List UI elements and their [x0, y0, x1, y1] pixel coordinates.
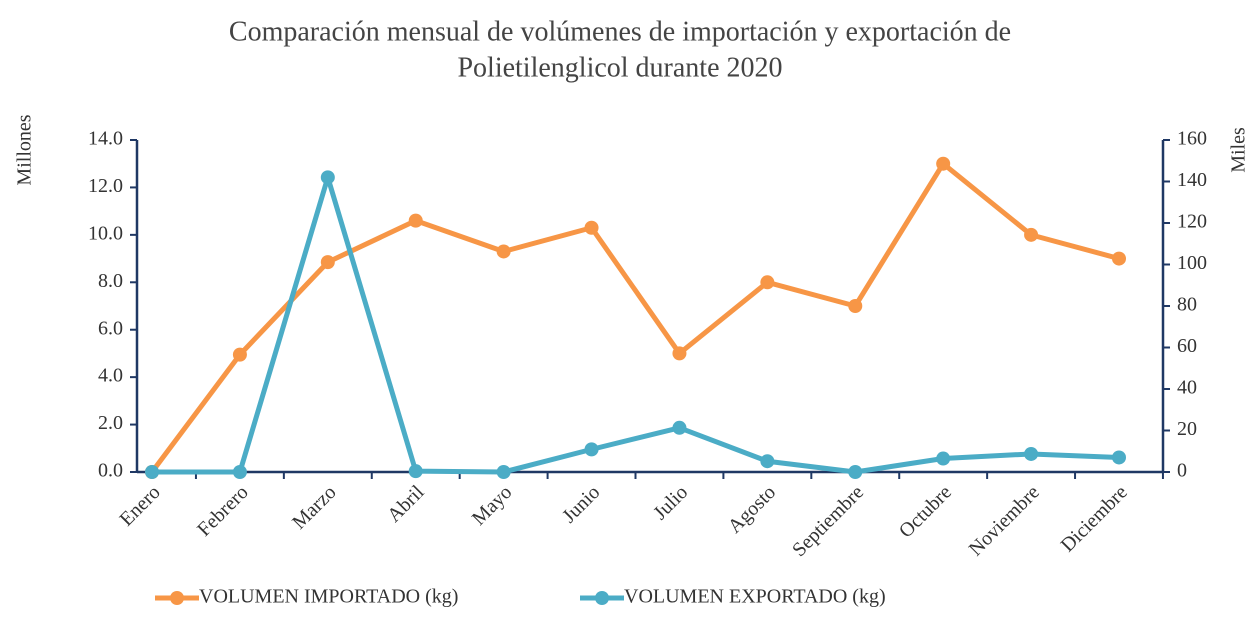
data-point	[584, 442, 599, 457]
series-line	[149, 161, 1120, 474]
y2-tick-label: 40	[1177, 377, 1197, 399]
y2-axis-label: Miles	[1228, 127, 1250, 173]
data-point	[936, 156, 951, 171]
y2-tick-label: 0	[1177, 460, 1187, 482]
y-axis-label: Millones	[14, 114, 36, 185]
x-tick-label: Noviembre	[965, 481, 1044, 560]
legend-marker	[595, 591, 609, 605]
x-tick-label: Marzo	[288, 481, 340, 533]
data-point	[848, 465, 863, 479]
x-tick-label: Febrero	[193, 481, 253, 541]
x-tick-label: Junio	[558, 481, 604, 527]
data-point	[672, 420, 687, 435]
chart-title: Comparación mensual de volúmenes de impo…	[229, 16, 1011, 47]
data-point	[496, 465, 511, 479]
y-tick-label: 12.0	[88, 175, 123, 197]
data-point	[1024, 446, 1039, 461]
y2-tick-label: 100	[1177, 252, 1207, 274]
data-point	[760, 275, 775, 290]
y-tick-label: 10.0	[88, 222, 123, 244]
x-tick-label: Enero	[115, 481, 164, 530]
data-point	[584, 220, 599, 235]
y-tick-label: 4.0	[98, 365, 123, 387]
y-tick-label: 0.0	[98, 460, 123, 482]
y2-tick-label: 60	[1177, 335, 1197, 357]
y2-tick-label: 140	[1177, 169, 1207, 191]
x-tick-label: Abril	[383, 481, 429, 527]
y-tick-label: 14.0	[88, 128, 123, 150]
series-line	[152, 174, 1120, 475]
data-point	[320, 255, 335, 270]
y2-tick-label: 160	[1177, 128, 1207, 150]
x-tick-label: Mayo	[468, 481, 517, 530]
data-point	[1112, 450, 1126, 465]
y2-tick-label: 120	[1177, 211, 1207, 233]
x-tick-label: Septiembre	[788, 481, 868, 561]
data-point	[1112, 251, 1126, 266]
data-point	[1024, 227, 1039, 242]
y2-tick-label: 80	[1177, 294, 1197, 316]
data-point	[145, 465, 159, 479]
legend-marker	[170, 591, 184, 605]
data-point	[936, 451, 951, 466]
data-point	[232, 465, 247, 479]
data-point	[232, 347, 247, 362]
x-tick-label: Octubre	[895, 481, 956, 542]
y-tick-label: 8.0	[98, 270, 123, 292]
data-point	[760, 454, 775, 469]
x-tick-label: Julio	[649, 481, 692, 524]
data-point	[496, 244, 511, 259]
data-point	[848, 299, 863, 313]
data-point	[408, 213, 423, 228]
data-point	[320, 170, 335, 185]
chart-subtitle: Polietilenglicol durante 2020	[457, 52, 782, 83]
x-tick-label: Diciembre	[1057, 481, 1132, 556]
legend-label: VOLUMEN IMPORTADO (kg)	[199, 586, 458, 608]
y-tick-label: 6.0	[98, 317, 123, 339]
y2-tick-label: 20	[1177, 418, 1197, 440]
data-point	[672, 346, 687, 361]
data-point	[408, 464, 423, 479]
legend-label: VOLUMEN EXPORTADO (kg)	[624, 586, 886, 608]
x-tick-label: Agosto	[724, 481, 780, 537]
y-tick-label: 2.0	[98, 412, 123, 434]
